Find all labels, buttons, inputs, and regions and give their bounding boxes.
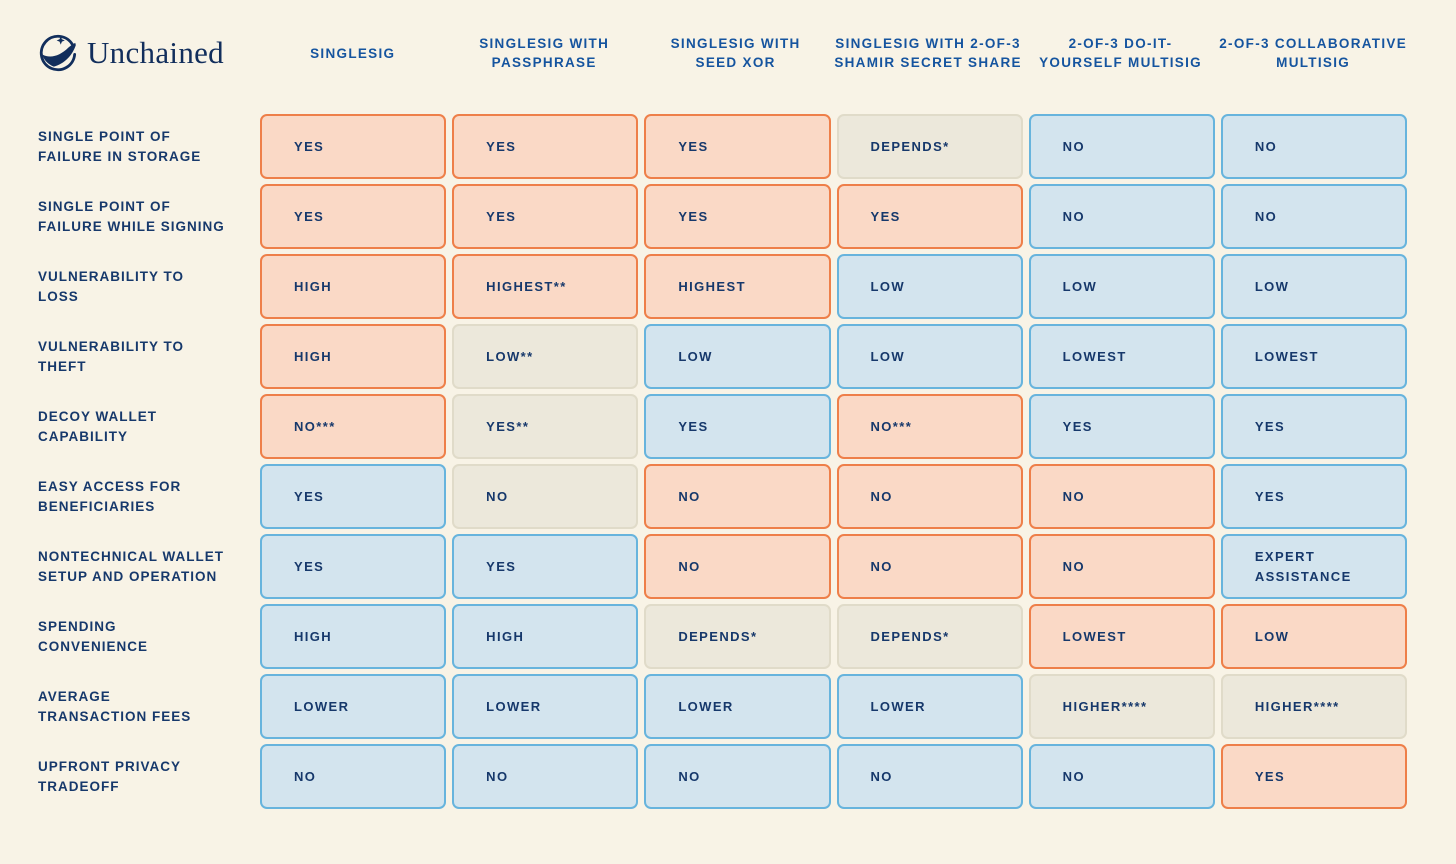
table-cell-nontechnical-wallet-setup-and-operation--singlesig-passphrase: YES [452,534,639,599]
table-cell-single-point-of-failure-while-signing--singlesig-shamir: YES [836,184,1023,249]
table-cell-easy-access-for-beneficiaries--singlesig-shamir: NO [836,464,1023,529]
table-cell-upfront-privacy-tradeoff--diy-multisig: NO [1028,744,1215,809]
table-cell-vulnerability-to-theft--collaborative-multisig: LOWEST [1220,324,1407,389]
table-cell-decoy-wallet-capability--singlesig-passphrase: YES** [452,394,639,459]
table-cell-nontechnical-wallet-setup-and-operation--singlesig: YES [260,534,447,599]
table-cell-vulnerability-to-theft--diy-multisig: LOWEST [1028,324,1215,389]
row-label-average-transaction-fees: AVERAGE TRANSACTION FEES [38,688,192,724]
table-cell-vulnerability-to-theft--singlesig-seed-xor: LOW [644,324,831,389]
row-label-spending-convenience: SPENDING CONVENIENCE [38,618,149,654]
table-cell-single-point-of-failure-while-signing--singlesig-passphrase: YES [452,184,639,249]
table-cell-spending-convenience--collaborative-multisig: LOW [1220,604,1407,669]
table-cell-vulnerability-to-loss--collaborative-multisig: LOW [1220,254,1407,319]
table-cell-easy-access-for-beneficiaries--diy-multisig: NO [1028,464,1215,529]
row-label-single-point-of-failure-while-signing: SINGLE POINT OF FAILURE WHILE SIGNING [38,198,225,234]
table-cell-single-point-of-failure-while-signing--singlesig: YES [260,184,447,249]
row-label-single-point-of-failure-in-storage: SINGLE POINT OF FAILURE IN STORAGE [38,128,202,164]
table-cell-spending-convenience--singlesig-passphrase: HIGH [452,604,639,669]
table-cell-upfront-privacy-tradeoff--collaborative-multisig: YES [1220,744,1407,809]
table-cell-average-transaction-fees--singlesig-shamir: LOWER [836,674,1023,739]
table-cell-spending-convenience--singlesig: HIGH [260,604,447,669]
brand-name: Unchained [87,35,224,70]
row-label-decoy-wallet-capability: DECOY WALLET CAPABILITY [38,408,158,444]
table-cell-single-point-of-failure-while-signing--collaborative-multisig: NO [1220,184,1407,249]
table-cell-decoy-wallet-capability--diy-multisig: YES [1028,394,1215,459]
table-cell-nontechnical-wallet-setup-and-operation--singlesig-seed-xor: NO [644,534,831,599]
table-cell-nontechnical-wallet-setup-and-operation--collaborative-multisig: EXPERT ASSISTANCE [1220,534,1407,599]
column-header-diy-multisig: 2-OF-3 DO-IT- YOURSELF MULTISIG [1039,36,1202,70]
table-cell-average-transaction-fees--diy-multisig: HIGHER**** [1028,674,1215,739]
table-cell-average-transaction-fees--singlesig: LOWER [260,674,447,739]
table-cell-nontechnical-wallet-setup-and-operation--singlesig-shamir: NO [836,534,1023,599]
table-cell-vulnerability-to-loss--diy-multisig: LOW [1028,254,1215,319]
row-label-upfront-privacy-tradeoff: UPFRONT PRIVACY TRADEOFF [38,758,182,794]
table-cell-spending-convenience--singlesig-seed-xor: DEPENDS* [644,604,831,669]
table-cell-decoy-wallet-capability--collaborative-multisig: YES [1220,394,1407,459]
table-cell-easy-access-for-beneficiaries--collaborative-multisig: YES [1220,464,1407,529]
table-cell-vulnerability-to-loss--singlesig-seed-xor: HIGHEST [644,254,831,319]
table-cell-easy-access-for-beneficiaries--singlesig-passphrase: NO [452,464,639,529]
table-cell-vulnerability-to-theft--singlesig-passphrase: LOW** [452,324,639,389]
table-cell-single-point-of-failure-in-storage--singlesig-seed-xor: YES [644,114,831,179]
table-cell-single-point-of-failure-in-storage--singlesig-shamir: DEPENDS* [836,114,1023,179]
table-cell-single-point-of-failure-in-storage--singlesig-passphrase: YES [452,114,639,179]
table-cell-decoy-wallet-capability--singlesig: NO*** [260,394,447,459]
table-cell-vulnerability-to-loss--singlesig-shamir: LOW [836,254,1023,319]
table-cell-nontechnical-wallet-setup-and-operation--diy-multisig: NO [1028,534,1215,599]
table-cell-decoy-wallet-capability--singlesig-seed-xor: YES [644,394,831,459]
unchained-logo-icon [38,33,78,73]
row-label-vulnerability-to-loss: VULNERABILITY TO LOSS [38,268,185,304]
comparison-page: Unchained SINGLESIG SINGLESIG WITH PASSPHR… [38,30,1407,809]
table-cell-vulnerability-to-loss--singlesig: HIGH [260,254,447,319]
table-cell-single-point-of-failure-in-storage--diy-multisig: NO [1028,114,1215,179]
table-cell-vulnerability-to-loss--singlesig-passphrase: HIGHEST** [452,254,639,319]
column-header-singlesig-passphrase: SINGLESIG WITH PASSPHRASE [479,36,610,70]
table-cell-upfront-privacy-tradeoff--singlesig: NO [260,744,447,809]
row-label-nontechnical-wallet-setup-and-operation: NONTECHNICAL WALLET SETUP AND OPERATION [38,548,224,584]
table-cell-upfront-privacy-tradeoff--singlesig-passphrase: NO [452,744,639,809]
table-cell-spending-convenience--diy-multisig: LOWEST [1028,604,1215,669]
table-cell-upfront-privacy-tradeoff--singlesig-shamir: NO [836,744,1023,809]
table-cell-single-point-of-failure-in-storage--collaborative-multisig: NO [1220,114,1407,179]
table-cell-single-point-of-failure-while-signing--diy-multisig: NO [1028,184,1215,249]
row-label-easy-access-for-beneficiaries: EASY ACCESS FOR BENEFICIARIES [38,478,182,514]
unchained-logo: Unchained [38,33,254,73]
table-cell-single-point-of-failure-in-storage--singlesig: YES [260,114,447,179]
column-header-singlesig-seed-xor: SINGLESIG WITH SEED XOR [670,36,801,70]
column-header-singlesig-shamir: SINGLESIG WITH 2-OF-3 SHAMIR SECRET SHARE [834,36,1022,70]
table-cell-single-point-of-failure-while-signing--singlesig-seed-xor: YES [644,184,831,249]
table-cell-average-transaction-fees--collaborative-multisig: HIGHER**** [1220,674,1407,739]
table-cell-upfront-privacy-tradeoff--singlesig-seed-xor: NO [644,744,831,809]
row-label-vulnerability-to-theft: VULNERABILITY TO THEFT [38,338,185,374]
table-cell-average-transaction-fees--singlesig-seed-xor: LOWER [644,674,831,739]
column-header-collaborative-multisig: 2-OF-3 COLLABORATIVE MULTISIG [1219,36,1407,70]
table-cell-easy-access-for-beneficiaries--singlesig: YES [260,464,447,529]
table-cell-easy-access-for-beneficiaries--singlesig-seed-xor: NO [644,464,831,529]
table-header-row: Unchained SINGLESIG SINGLESIG WITH PASSPHR… [38,30,1407,76]
table-cell-decoy-wallet-capability--singlesig-shamir: NO*** [836,394,1023,459]
table-cell-vulnerability-to-theft--singlesig-shamir: LOW [836,324,1023,389]
table-cell-average-transaction-fees--singlesig-passphrase: LOWER [452,674,639,739]
column-header-singlesig: SINGLESIG [310,45,396,61]
table-cell-spending-convenience--singlesig-shamir: DEPENDS* [836,604,1023,669]
comparison-table: SINGLE POINT OF FAILURE IN STORAGE YES YES Y… [38,114,1407,809]
table-cell-vulnerability-to-theft--singlesig: HIGH [260,324,447,389]
